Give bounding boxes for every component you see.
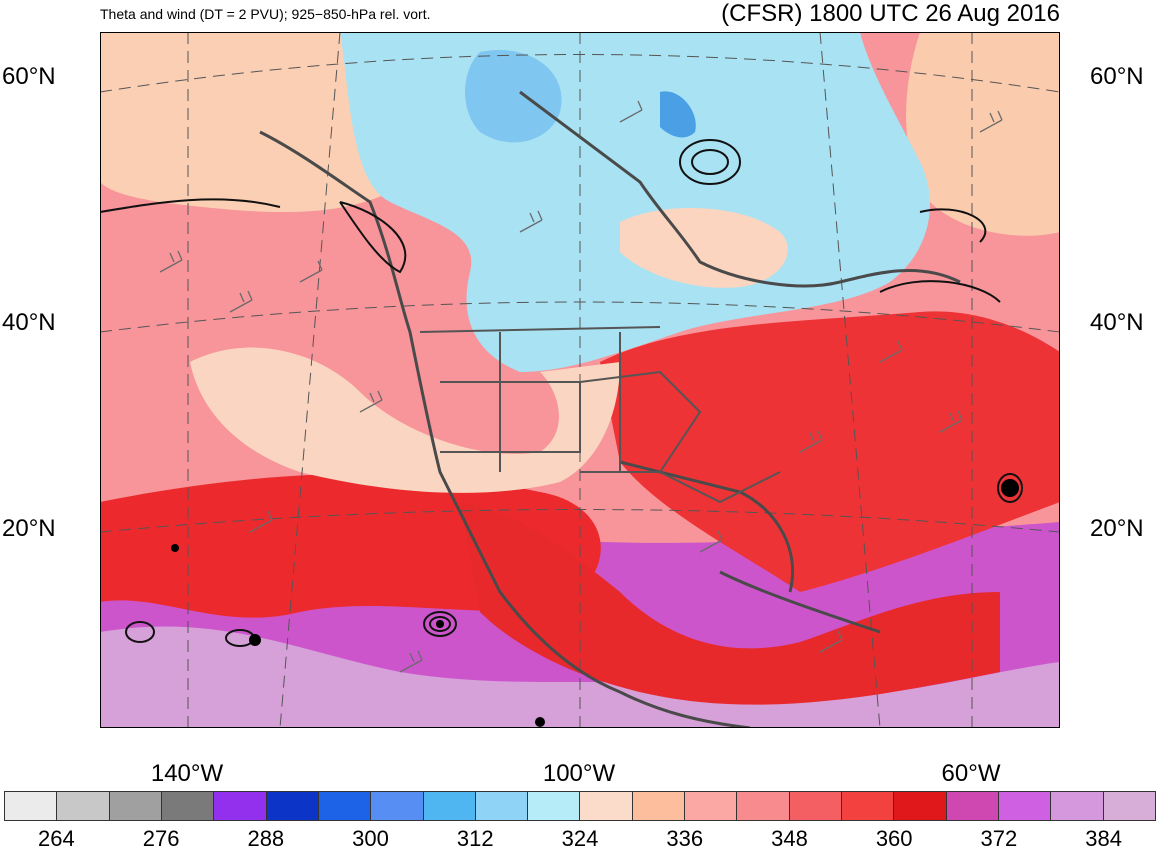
lat-label-60n-left: 60°N	[2, 63, 56, 90]
graticule	[100, 32, 1060, 728]
colorbar-box	[266, 792, 319, 820]
map-frame	[100, 32, 1060, 728]
gulf-red-region	[460, 502, 1000, 705]
colorbar-label: 300	[352, 826, 389, 851]
northwest-peach-region	[100, 32, 426, 212]
colorbar-label: 336	[666, 826, 704, 851]
peach-lobe-region	[620, 208, 788, 288]
lat-label-40n-left: 40°N	[2, 309, 56, 336]
colorbar-box	[528, 792, 581, 820]
colorbar-label: 360	[875, 826, 913, 851]
colorbar-box	[161, 792, 215, 820]
lat-label-40n-right: 40°N	[1090, 309, 1144, 336]
lon-label-100w: 100°W	[542, 760, 616, 787]
wind-barbs	[159, 100, 1003, 673]
lat-label-20n-right: 20°N	[1090, 515, 1144, 542]
colorbar-box	[737, 792, 790, 820]
lon-label-140w: 140°W	[150, 760, 224, 787]
colorbar-box	[57, 792, 110, 820]
northeast-peach-region	[906, 32, 1060, 236]
colorbar-label: 324	[561, 826, 599, 851]
lon-label-60w: 60°W	[941, 760, 1001, 787]
colorbar-label: 276	[142, 826, 180, 851]
theta-wind-map	[100, 32, 1060, 728]
colorbar-label: 348	[771, 826, 808, 851]
colorbar-label: 372	[980, 826, 1018, 851]
east-red-region	[600, 311, 1060, 592]
theta-colorbar	[4, 791, 1156, 821]
central-peach-region	[190, 347, 620, 493]
colorbar-label: 384	[1085, 826, 1122, 851]
colorbar-label: 288	[247, 826, 285, 851]
colorbar-box	[632, 792, 686, 820]
colorbar-box	[580, 792, 633, 820]
lat-label-20n-left: 20°N	[2, 515, 56, 542]
title-right: (CFSR) 1800 UTC 26 Aug 2016	[721, 0, 1060, 27]
deep-cold-region	[465, 50, 562, 143]
colorbar-box	[475, 792, 529, 820]
deep-cold-region-2	[660, 91, 696, 138]
colorbar-box	[789, 792, 842, 820]
political-boundaries	[419, 326, 781, 504]
colorbar-box	[685, 792, 738, 820]
colorbar-box	[998, 792, 1052, 820]
vorticity-maxima	[171, 479, 1019, 727]
tropical-light-region	[100, 626, 1060, 728]
colorbar-box	[1051, 792, 1104, 820]
lat-label-60n-right: 60°N	[1090, 63, 1144, 90]
colorbar-box	[214, 792, 267, 820]
colorbar-box	[318, 792, 372, 820]
colorbar-box	[109, 792, 162, 820]
colorbar-box	[1103, 792, 1155, 820]
colorbar-box	[423, 792, 476, 820]
colorbar-box	[946, 792, 999, 820]
colorbar-label: 312	[456, 826, 494, 851]
colorbar-box	[371, 792, 424, 820]
colorbar-box	[894, 792, 947, 820]
colorbar-box	[5, 792, 58, 820]
colorbar-label: 264	[38, 826, 75, 851]
title-left: Theta and wind (DT = 2 PVU); 925−850-hPa…	[100, 6, 431, 22]
colorbar-box	[842, 792, 895, 820]
